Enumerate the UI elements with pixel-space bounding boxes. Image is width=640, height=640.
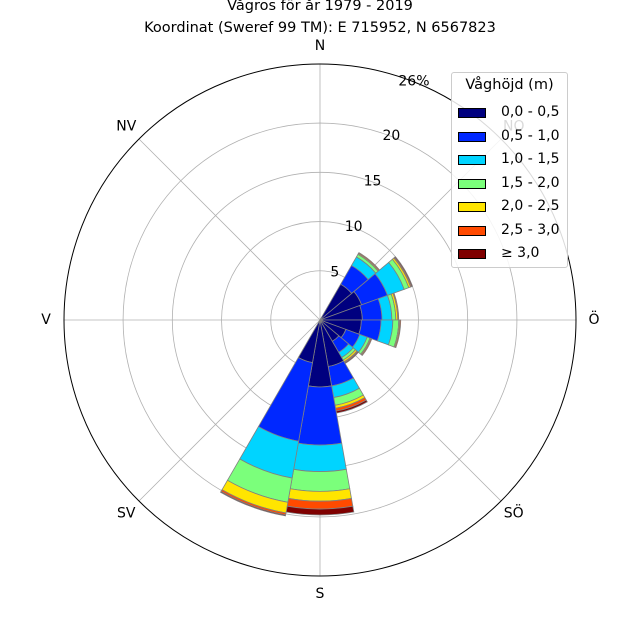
radial-tick-label: 5 [330,265,339,281]
legend-label: 1,5 - 2,0 [501,174,560,191]
legend-swatch [458,178,486,189]
legend-swatch [458,202,486,212]
legend-label: 2,0 - 2,5 [501,198,560,214]
legend-swatch [458,155,486,165]
direction-label: N [315,38,325,54]
direction-label: Ö [588,310,599,328]
rose-segment [394,256,414,288]
legend-label: 1,0 - 1,5 [501,151,560,167]
rose-segment [293,442,347,473]
radial-tick-label: 15 [364,174,382,190]
radial-tick-label: 20 [382,128,400,144]
legend-swatch [458,108,486,118]
rose-segment [289,468,351,492]
radial-tick-label: 10 [345,219,363,235]
legend-title: Våghöjd (m) [465,77,554,93]
legend-label: 2,5 - 3,0 [501,221,560,238]
rose-segment [220,490,287,517]
legend-label: 0,0 - 0,5 [501,104,560,120]
direction-label: V [41,312,51,328]
direction-label: NV [116,118,136,134]
legend-swatch [458,249,486,259]
chart-subtitle: Koordinat (Sweref 99 TM): E 715952, N 65… [144,20,496,36]
legend-swatch [458,225,486,236]
outer-circle [63,63,577,577]
legend: Våghöjd (m) 0,0 - 0,5 0,5 - 1,0 1,0 - 1,… [451,72,568,268]
rose-segment [394,319,402,349]
legend-label: ≥ 3,0 [501,245,540,261]
direction-label: S [316,586,325,602]
radial-tick-label: 26% [398,73,429,89]
direction-label: SV [117,506,136,522]
legend-swatch [458,131,486,142]
legend-label: 0,5 - 1,0 [501,127,560,144]
grid-spoke [138,319,321,502]
direction-label: SÖ [504,504,524,522]
rose-segment [360,338,373,357]
grid-spoke [138,138,321,321]
chart-title: Vågros för år 1979 - 2019 [227,0,413,14]
